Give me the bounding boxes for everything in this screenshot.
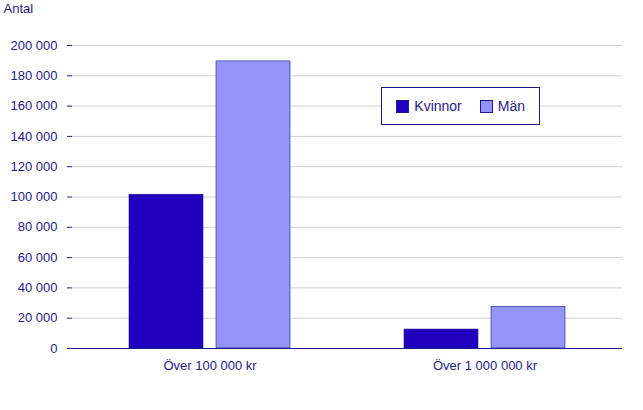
svg-text:140 000: 140 000 xyxy=(11,129,58,144)
svg-text:Antal: Antal xyxy=(4,1,34,16)
svg-text:Över 100 000 kr: Över 100 000 kr xyxy=(163,358,257,373)
svg-text:Över 1 000 000 kr: Över 1 000 000 kr xyxy=(433,358,538,373)
svg-text:80 000: 80 000 xyxy=(18,219,58,234)
svg-text:100 000: 100 000 xyxy=(11,189,58,204)
svg-text:0: 0 xyxy=(50,341,57,356)
svg-text:40 000: 40 000 xyxy=(18,280,58,295)
svg-text:120 000: 120 000 xyxy=(11,159,58,174)
svg-text:200 000: 200 000 xyxy=(11,38,58,53)
html-text:Män: Män xyxy=(497,98,525,114)
svg-text:60 000: 60 000 xyxy=(18,250,58,265)
svg-text:180 000: 180 000 xyxy=(11,68,58,83)
svg-text:20 000: 20 000 xyxy=(18,310,58,325)
html-text:Kvinnor: Kvinnor xyxy=(414,98,462,114)
svg-text:160 000: 160 000 xyxy=(11,98,58,113)
